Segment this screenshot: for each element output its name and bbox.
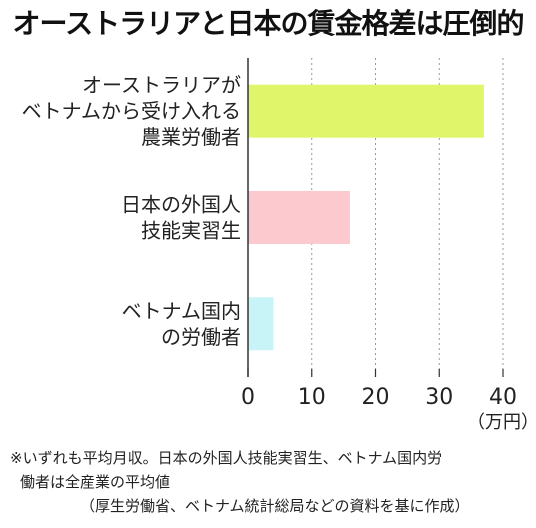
bar-chart: 0 10 20 30 40（万円） オーストラリアがベトナムから受け入れる農業労働者日本の…	[22, 58, 536, 433]
footnote-line-3: （厚生労働省、ベトナム統計総局などの資料を基に作成）	[80, 497, 470, 515]
category-label: 日本の外国人	[121, 192, 241, 216]
bar	[248, 84, 484, 138]
x-tick-label: 40	[489, 385, 517, 410]
x-tick-label: 0	[241, 385, 255, 410]
x-tick-label: 10	[298, 385, 326, 410]
footnote-line-1: ※いずれも平均月収。日本の外国人技能実習生、ベトナム国内労	[10, 449, 443, 467]
x-tick-label: 20	[362, 385, 390, 410]
category-label: オーストラリアが	[82, 73, 241, 97]
x-axis-unit: （万円）	[467, 412, 536, 433]
bar	[248, 190, 350, 244]
category-label: の労働者	[161, 325, 241, 349]
chart-title: オーストラリアと日本の賃金格差は圧倒的	[12, 7, 524, 40]
footnote: ※いずれも平均月収。日本の外国人技能実習生、ベトナム国内労 働者は全産業の平均値…	[10, 446, 530, 518]
category-label: 技能実習生	[141, 218, 241, 242]
bar	[248, 297, 274, 351]
footnote-line-2: 働者は全産業の平均値	[20, 473, 171, 491]
x-tick-label: 30	[425, 385, 453, 410]
category-label: 農業労働者	[141, 125, 241, 149]
category-label: ベトナム国内	[122, 299, 241, 323]
category-label: ベトナムから受け入れる	[22, 99, 241, 123]
